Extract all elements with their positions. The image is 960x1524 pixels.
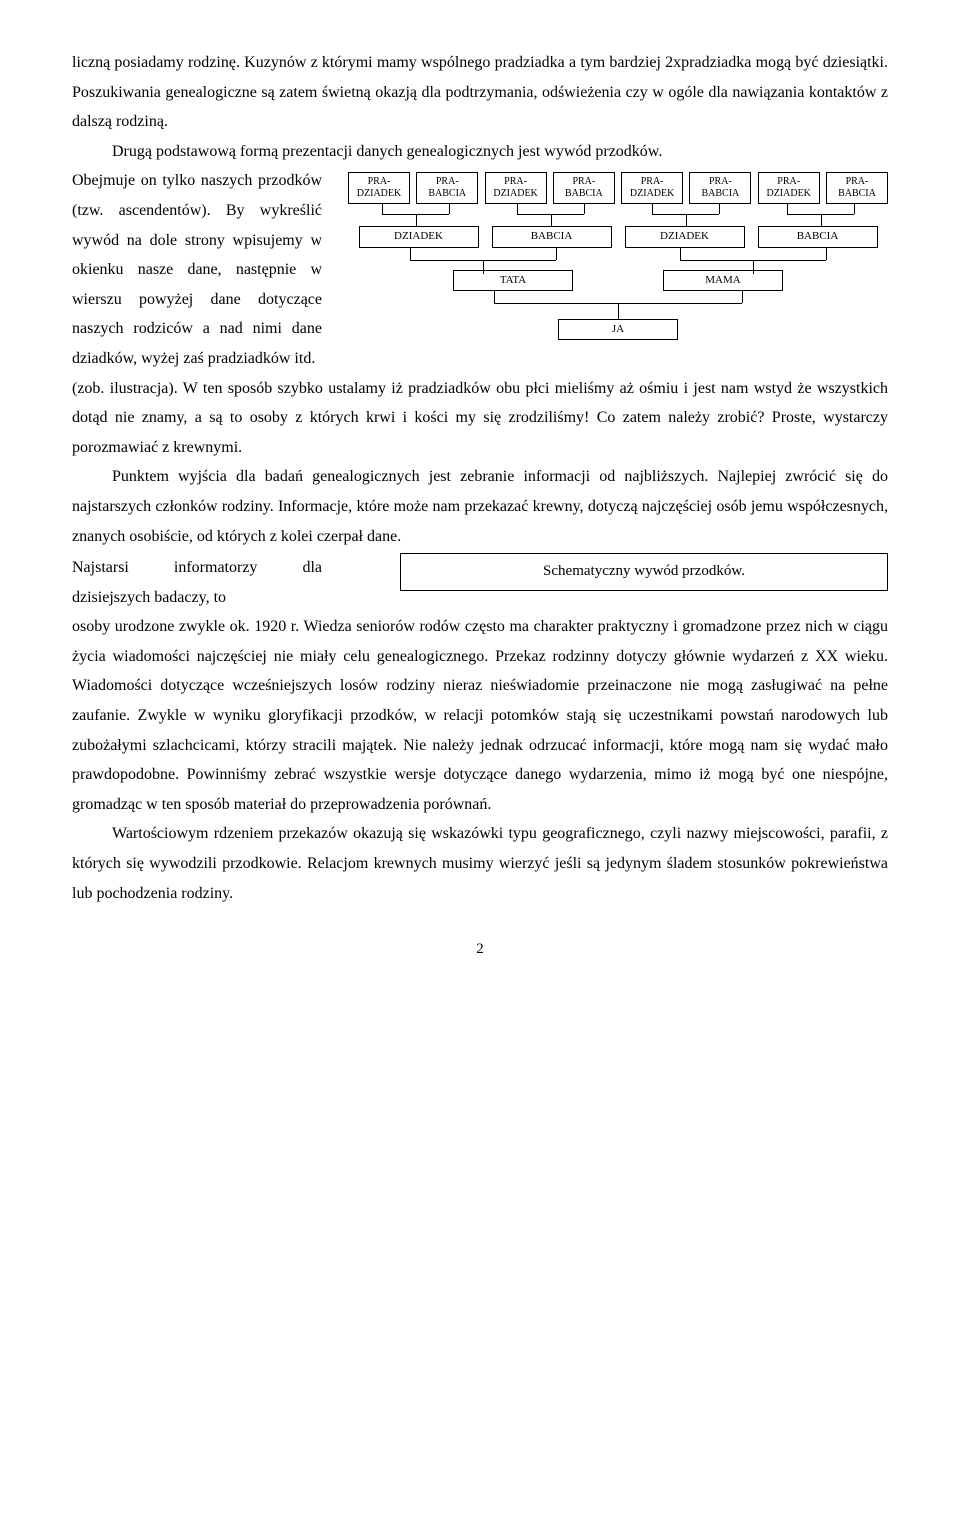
diagram-text-wrap: PRA-DZIADEK PRA-BABCIA PRA-DZIADEK PRA-B… bbox=[72, 166, 888, 373]
node-pra-7: PRA-DZIADEK bbox=[758, 172, 820, 204]
node-pra-5: PRA-DZIADEK bbox=[621, 172, 683, 204]
paragraph-3-body: osoby urodzone zwykle ok. 1920 r. Wiedza… bbox=[72, 612, 888, 819]
tree-row-grandparents: DZIADEK BABCIA DZIADEK BABCIA bbox=[348, 226, 888, 247]
diagram-caption: Schematyczny wywód przodków. bbox=[400, 553, 888, 591]
paragraph-4: Wartościowym rdzeniem przekazów okazują … bbox=[72, 819, 888, 908]
caption-wrap: Schematyczny wywód przodków. Najstarsi i… bbox=[72, 553, 888, 612]
node-pra-1: PRA-DZIADEK bbox=[348, 172, 410, 204]
paragraph-3-wrap-left: Najstarsi informatorzy dla dzisiejszych … bbox=[72, 553, 322, 612]
connector-row-3 bbox=[348, 291, 888, 319]
tree-row-self: JA bbox=[348, 319, 888, 340]
paragraph-2-lead: Drugą podstawową formą prezentacji danyc… bbox=[72, 137, 888, 167]
paragraph-3-lead: Punktem wyjścia dla badań genealogicznyc… bbox=[72, 462, 888, 551]
node-pra-4: PRA-BABCIA bbox=[553, 172, 615, 204]
node-gp-4: BABCIA bbox=[758, 226, 878, 247]
node-self: JA bbox=[558, 319, 678, 340]
paragraph-1: liczną posiadamy rodzinę. Kuzynów z któr… bbox=[72, 48, 888, 137]
page-number: 2 bbox=[72, 936, 888, 964]
ancestor-tree-diagram: PRA-DZIADEK PRA-BABCIA PRA-DZIADEK PRA-B… bbox=[348, 172, 888, 340]
wrapped-text-left: Obejmuje on tylko naszych przodków (tzw.… bbox=[72, 166, 322, 373]
node-gp-2: BABCIA bbox=[492, 226, 612, 247]
connector-row-2 bbox=[348, 248, 888, 270]
connector-row-1 bbox=[348, 204, 888, 226]
node-pra-8: PRA-BABCIA bbox=[826, 172, 888, 204]
node-pra-6: PRA-BABCIA bbox=[689, 172, 751, 204]
paragraph-2-tail: (zob. ilustracja). W ten sposób szybko u… bbox=[72, 374, 888, 463]
tree-row-greatgrandparents: PRA-DZIADEK PRA-BABCIA PRA-DZIADEK PRA-B… bbox=[348, 172, 888, 204]
node-gp-3: DZIADEK bbox=[625, 226, 745, 247]
paragraph-2-body: Obejmuje on tylko naszych przodków (tzw.… bbox=[72, 172, 322, 367]
node-gp-1: DZIADEK bbox=[359, 226, 479, 247]
node-pra-2: PRA-BABCIA bbox=[416, 172, 478, 204]
node-pra-3: PRA-DZIADEK bbox=[485, 172, 547, 204]
